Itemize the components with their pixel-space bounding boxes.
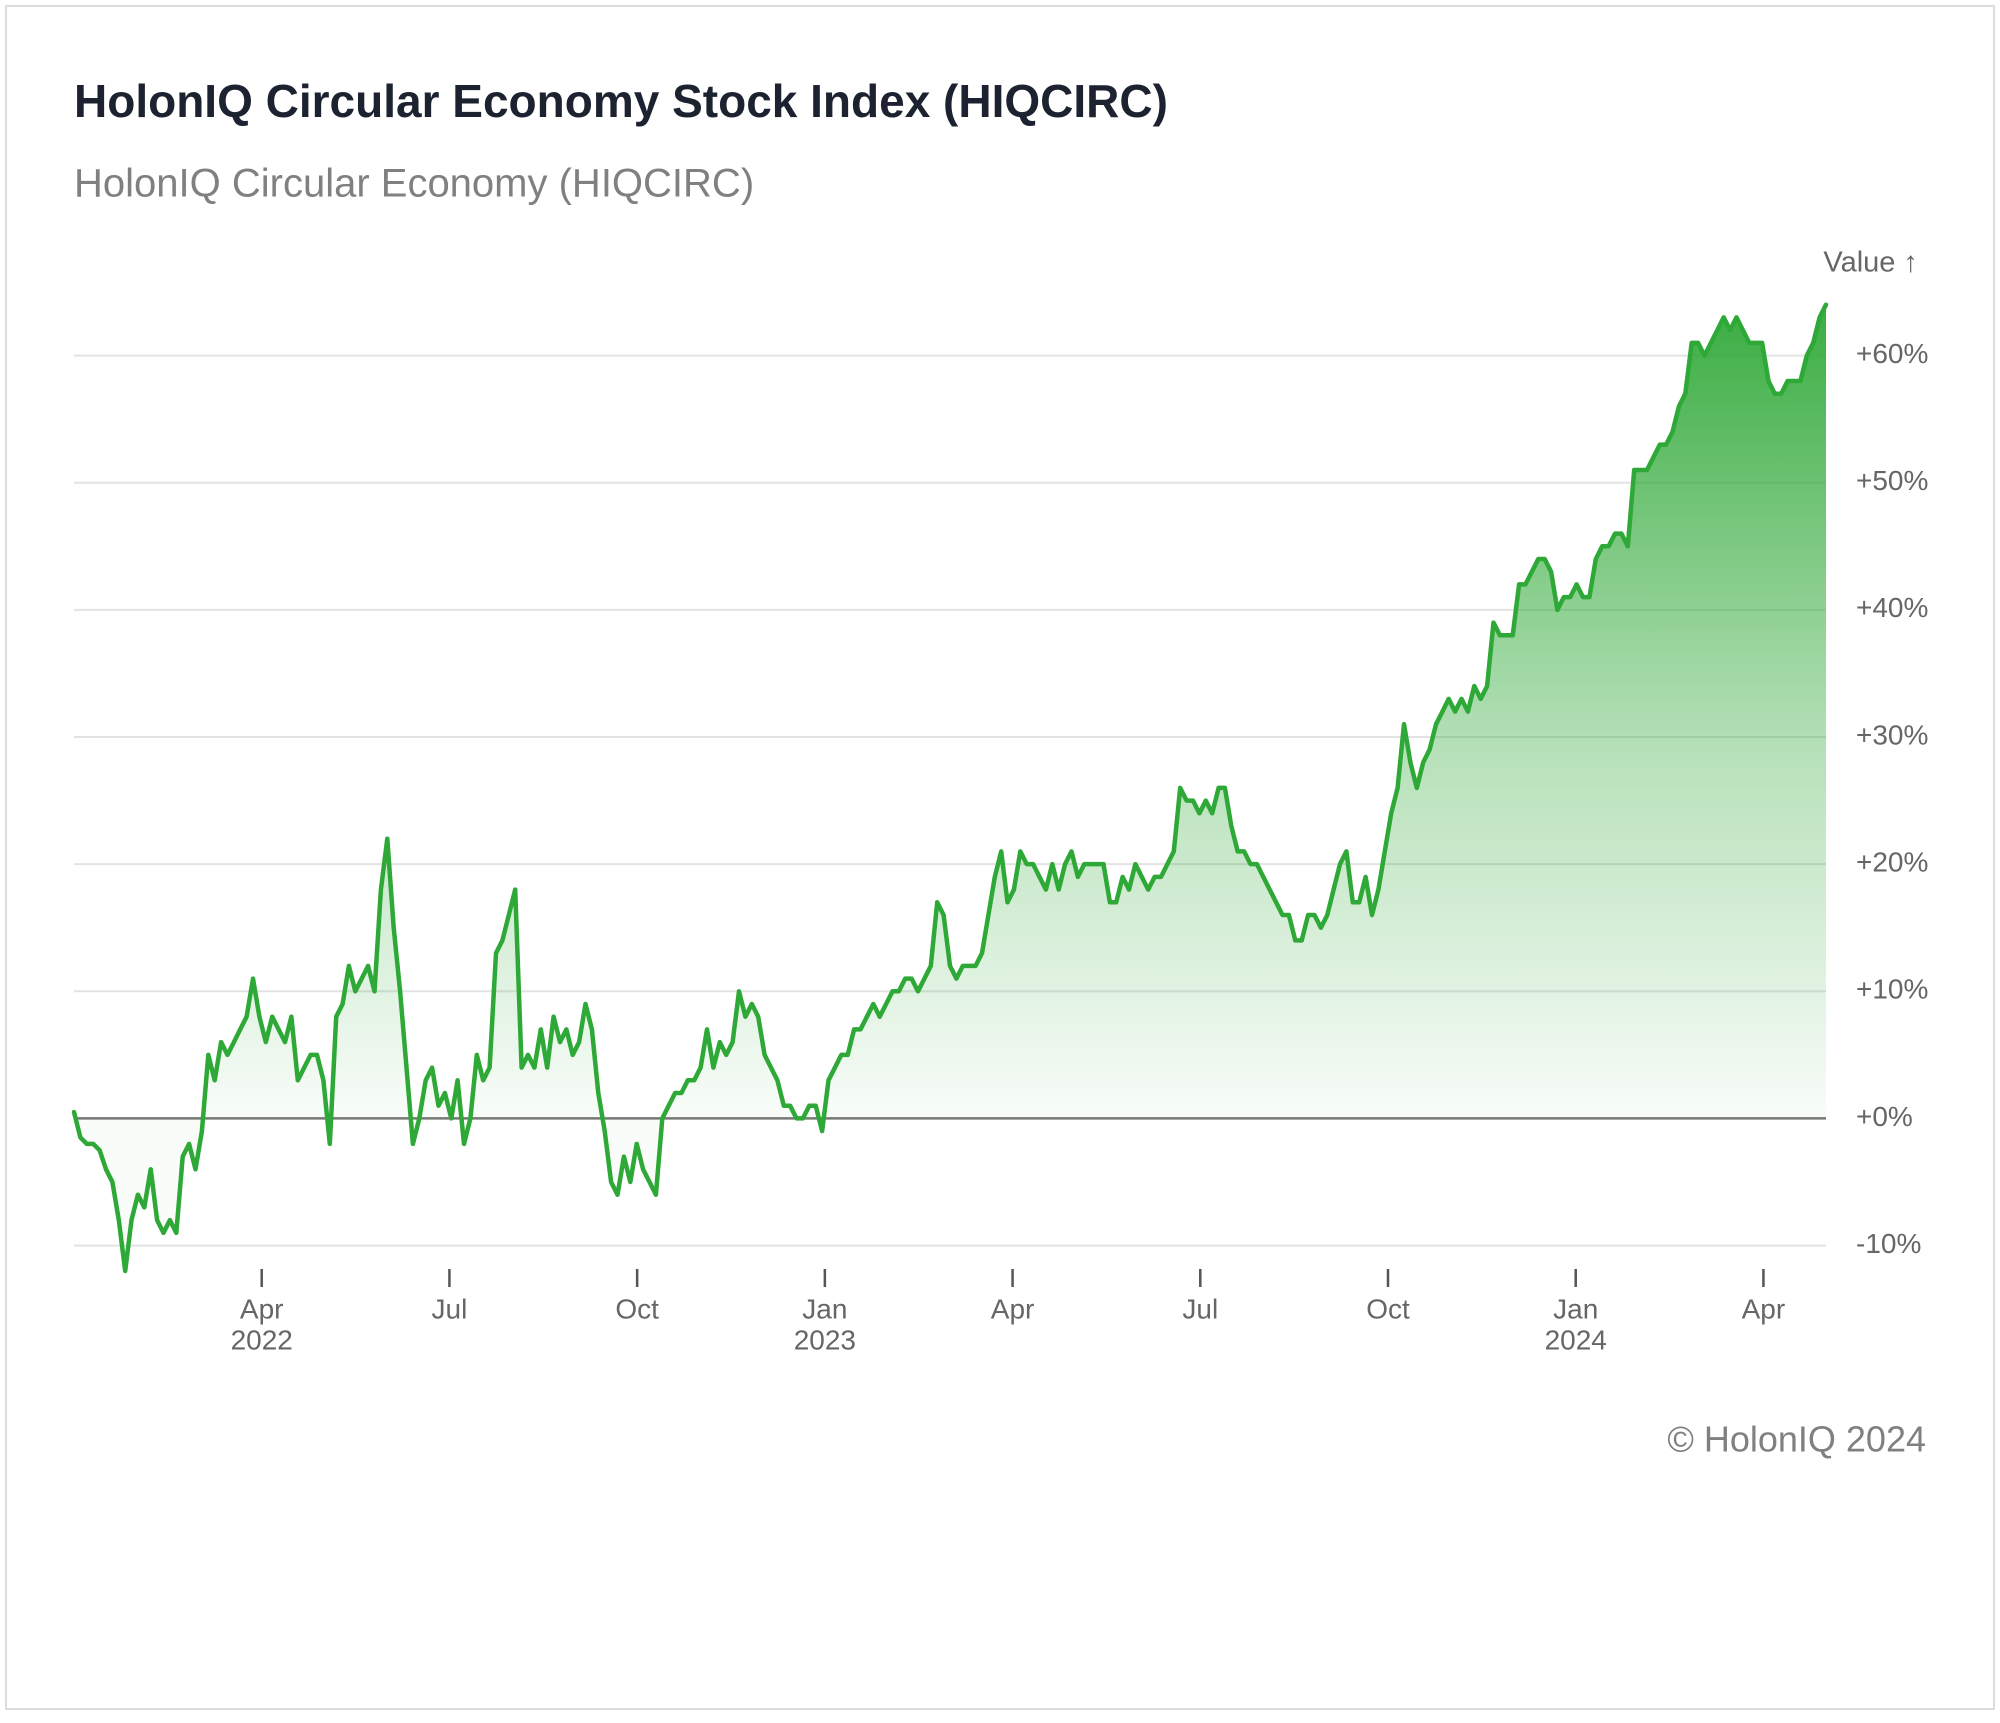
footer: © HolonIQ 2024 — [1667, 1419, 1926, 1460]
x-tick-year: 2022 — [231, 1324, 293, 1355]
chart-title: HolonIQ Circular Economy Stock Index (HI… — [74, 75, 1168, 127]
x-tick-label: Apr — [991, 1293, 1035, 1324]
x-tick-label: Apr — [1742, 1293, 1786, 1324]
x-tick-year: 2023 — [794, 1324, 856, 1355]
x-tick-label: Apr — [240, 1293, 284, 1324]
y-tick-label: +30% — [1856, 719, 1928, 750]
x-tick-year: 2024 — [1545, 1324, 1607, 1355]
y-tick-label: +20% — [1856, 847, 1928, 878]
x-tick-label: Jul — [1182, 1293, 1218, 1324]
x-tick-label: Oct — [615, 1293, 659, 1324]
chart-subtitle: HolonIQ Circular Economy (HIQCIRC) — [74, 162, 754, 206]
y-tick-label: +50% — [1856, 465, 1928, 496]
y-tick-label: +40% — [1856, 592, 1928, 623]
y-tick-label: +0% — [1856, 1101, 1913, 1132]
x-tick-label: Jan — [802, 1293, 847, 1324]
y-tick-label: -10% — [1856, 1228, 1921, 1259]
area-fill — [74, 304, 1826, 1271]
line — [71, 302, 1829, 1274]
y-tick-label: +10% — [1856, 974, 1928, 1005]
y-tick-label: +60% — [1856, 338, 1928, 369]
x-tick-label: Oct — [1366, 1293, 1410, 1324]
y-axis-label: Value ↑ — [1823, 247, 1918, 279]
x-tick-label: Jan — [1553, 1293, 1598, 1324]
x-tick-label: Jul — [432, 1293, 468, 1324]
